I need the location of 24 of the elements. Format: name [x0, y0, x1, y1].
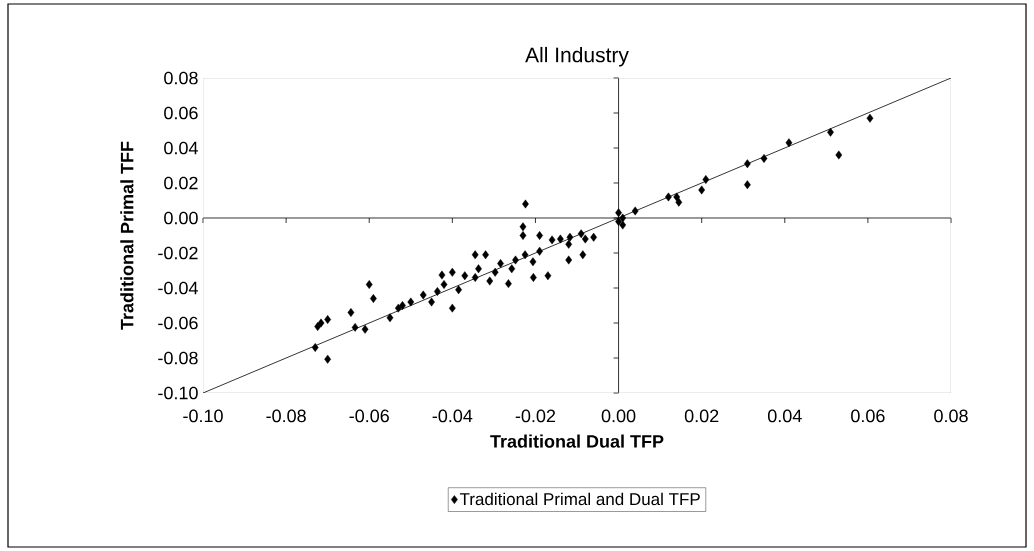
y-tick-label: -0.04 — [158, 281, 198, 295]
y-tick-label: -0.06 — [158, 316, 198, 330]
y-tick-label: -0.02 — [158, 246, 198, 260]
y-tick-label: 0.08 — [164, 71, 198, 85]
x-tick-label: 0.02 — [684, 409, 719, 423]
y-tick-label: 0.06 — [164, 106, 198, 120]
x-axis-title: Traditional Dual TFP — [490, 434, 664, 448]
legend-label: Traditional Primal and Dual TFP — [459, 492, 700, 506]
y-tick-label: 0.00 — [164, 211, 198, 225]
x-tick-label: -0.06 — [349, 409, 389, 423]
x-tick-label: 0.06 — [851, 409, 885, 423]
y-axis-title: Traditional Primal TFF — [120, 141, 134, 330]
x-tick-label: 0.04 — [767, 409, 802, 423]
chart-title: All Industry — [525, 46, 629, 67]
x-tick-label: 0.00 — [601, 409, 636, 423]
x-tick-label: -0.10 — [183, 409, 223, 423]
y-tick-label: -0.08 — [158, 351, 198, 365]
y-tick-label: 0.02 — [164, 176, 198, 190]
y-tick-label: 0.04 — [164, 141, 198, 155]
x-tick-label: 0.08 — [934, 409, 968, 423]
x-tick-label: -0.08 — [266, 409, 306, 423]
y-tick-label: -0.10 — [158, 386, 198, 400]
x-tick-label: -0.04 — [432, 409, 473, 423]
x-tick-label: -0.02 — [515, 409, 556, 423]
